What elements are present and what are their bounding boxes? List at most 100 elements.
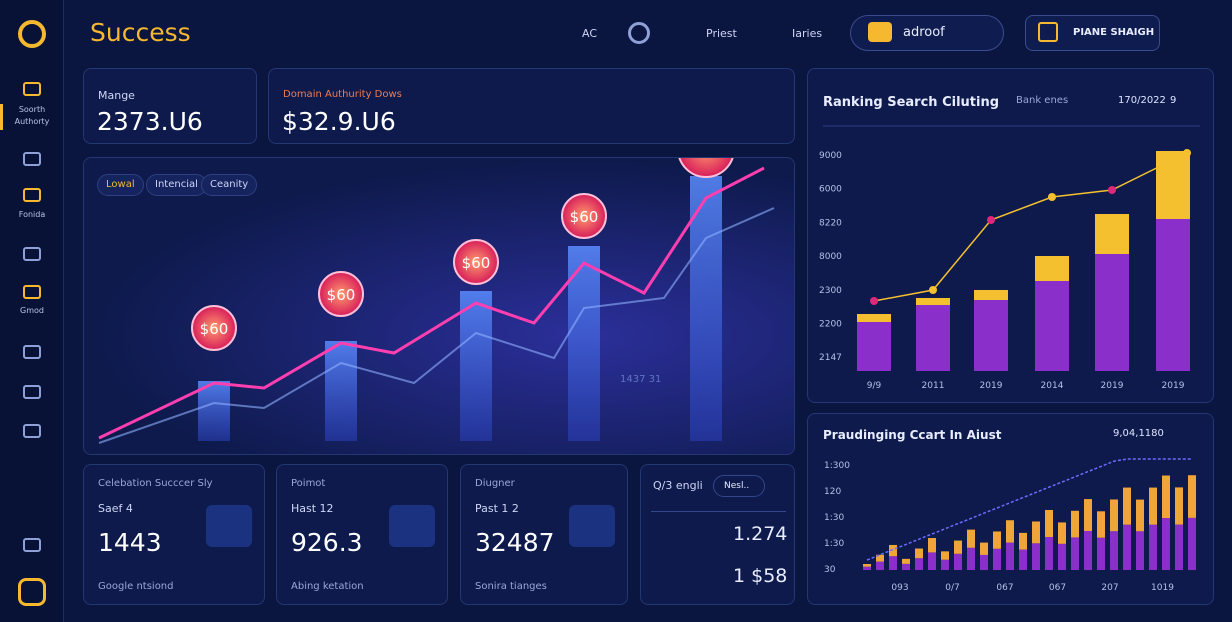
side-label[interactable]: Gmod — [20, 306, 44, 315]
nav-icon[interactable] — [23, 538, 41, 552]
bar-segment — [974, 300, 1008, 371]
tab[interactable]: Ceanity — [201, 174, 258, 196]
list-value: 1 $58 — [733, 565, 788, 587]
bar-segment — [954, 553, 962, 570]
logo[interactable] — [18, 20, 46, 48]
y-label: 1:30 — [824, 539, 844, 549]
divider — [651, 511, 786, 512]
chart-panel: Ranking Search Ciluting Bank enes 170/20… — [807, 68, 1214, 403]
nav-item[interactable]: Priest — [706, 27, 737, 40]
bar-segment — [1084, 499, 1092, 531]
tab[interactable]: Lowal — [97, 174, 144, 196]
bar-segment — [1188, 517, 1196, 570]
bar-segment — [916, 305, 950, 371]
trend-point — [1183, 149, 1191, 157]
bar-segment — [1032, 543, 1040, 570]
bar-segment — [876, 561, 884, 570]
nav-icon[interactable] — [23, 188, 41, 202]
bar-segment — [1175, 487, 1183, 525]
stat-title: Poimot — [291, 478, 326, 489]
x-label: 067 — [1049, 583, 1066, 593]
bar-segment — [1032, 521, 1040, 544]
trend-point — [987, 216, 995, 224]
nav-icon[interactable] — [23, 247, 41, 261]
card-label: Mange — [98, 89, 135, 102]
hero-line — [98, 166, 765, 440]
marker-label: $60 — [462, 254, 491, 272]
bar-segment — [876, 554, 884, 562]
hero-bar — [198, 381, 230, 441]
app-title: Success — [90, 18, 191, 47]
nav-item[interactable]: Iaries — [792, 27, 823, 40]
bar-segment — [902, 563, 910, 570]
nav-icon[interactable] — [23, 424, 41, 438]
bar-segment — [1095, 214, 1129, 254]
panel-title: Praudinging Ccart In Aiust — [823, 428, 1002, 442]
bar-segment — [915, 548, 923, 559]
x-label: 093 — [891, 583, 908, 593]
bar-segment — [967, 529, 975, 548]
sidebar: Soorth Authorty Fonida Gmod — [0, 0, 64, 622]
stat-title: Diugner — [475, 478, 515, 489]
stat-card: Celebation Succcer Sly Saef 4 1443 Google n… — [83, 464, 265, 605]
nav-icon[interactable] — [23, 152, 41, 166]
nav-icon[interactable] — [23, 385, 41, 399]
marker-bubble — [318, 271, 364, 317]
bar-segment — [1095, 254, 1129, 371]
side-label[interactable]: Authorty — [14, 117, 50, 126]
y-label: 1:30 — [824, 513, 844, 523]
x-label: 9/9 — [867, 381, 882, 391]
panel-title: Ranking Search Ciluting — [823, 95, 1000, 110]
stat-value: 926.3 — [291, 528, 363, 557]
nav-icon[interactable] — [23, 345, 41, 359]
marker-bubble — [678, 158, 734, 178]
stat-value: 32487 — [475, 528, 555, 557]
button[interactable]: PIANE SHAIGH — [1025, 15, 1160, 51]
stat-foot: Google ntsiond — [98, 581, 174, 592]
bar-segment — [889, 556, 897, 570]
side-label[interactable]: Soorth — [18, 105, 46, 114]
bar-segment — [1162, 475, 1170, 519]
bar-segment — [1084, 530, 1092, 570]
chart-panel: Praudinging Ccart In Aiust 9,04,1180 1:3… — [807, 413, 1214, 605]
x-label: 2014 — [1041, 381, 1064, 391]
hero-bar — [568, 246, 600, 441]
hero-panel: $60 $60 $60 $60 $80 1437 31 — [83, 157, 795, 455]
hero-chart: $60 $60 $60 $60 $80 1437 31 — [98, 158, 775, 444]
bar-segment — [1019, 532, 1027, 550]
bar-segment — [1162, 518, 1170, 570]
bar-segment — [863, 566, 871, 570]
nav-icon[interactable] — [23, 285, 41, 299]
gear-icon[interactable] — [628, 22, 650, 44]
filter[interactable]: Bank enes — [1016, 95, 1069, 106]
trend-point — [1048, 193, 1056, 201]
bar-segment — [1175, 524, 1183, 570]
bar-segment — [1006, 542, 1014, 570]
trend-line — [873, 152, 1188, 302]
stat-icon — [389, 505, 435, 547]
bar-segment — [1149, 487, 1157, 525]
marker-label: $80 — [690, 158, 722, 160]
bar-segment — [1136, 499, 1144, 532]
x-label: 0/7 — [945, 583, 959, 593]
card-value: $32.9.U6 — [282, 107, 396, 136]
nav-icon[interactable] — [23, 82, 41, 96]
bar-segment — [857, 314, 891, 322]
bar-segment — [915, 558, 923, 570]
x-label: 067 — [996, 583, 1013, 593]
bar-segment — [974, 290, 1008, 300]
settings-icon[interactable] — [18, 578, 46, 606]
button[interactable]: Nesl.. — [713, 475, 765, 497]
tab[interactable]: Intencial — [146, 174, 207, 196]
hero-bar — [460, 291, 492, 441]
y-label: 1:300 — [824, 461, 850, 471]
bar-segment — [863, 564, 871, 567]
side-label[interactable]: Fonida — [18, 210, 46, 219]
hero-note: 1437 31 — [620, 374, 661, 385]
hero-line — [98, 207, 775, 444]
bar-segment — [889, 544, 897, 557]
marker-bubble — [191, 305, 237, 351]
y-label: 120 — [824, 487, 841, 497]
y-label: 9000 — [819, 151, 842, 161]
nav-item[interactable]: AC — [582, 27, 598, 40]
